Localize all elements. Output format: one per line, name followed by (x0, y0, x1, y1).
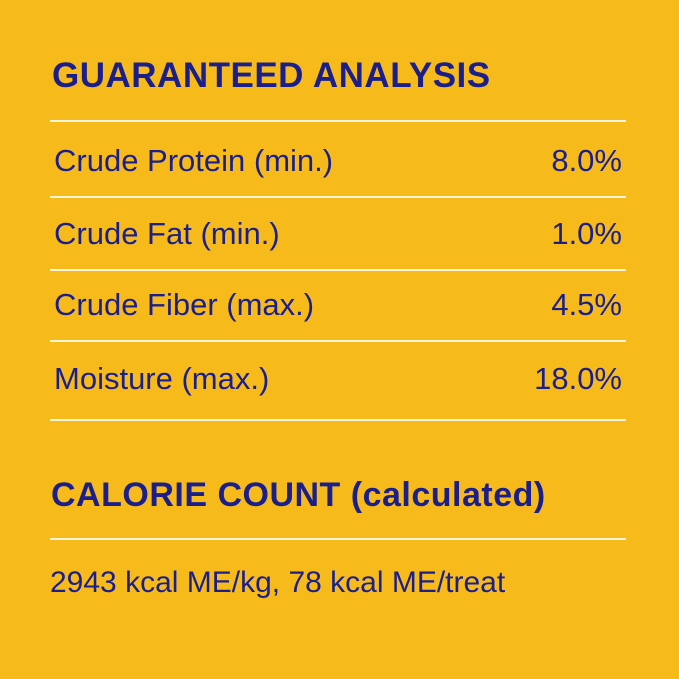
row-value: 4.5% (551, 287, 622, 322)
row-label: Crude Protein (min.) (54, 143, 334, 178)
divider (50, 340, 626, 342)
calorie-text: 2943 kcal ME/kg, 78 kcal ME/treat (50, 566, 506, 599)
calorie-count-title: CALORIE COUNT (calculated) (51, 476, 546, 514)
guaranteed-analysis-title: GUARANTEED ANALYSIS (52, 56, 491, 95)
analysis-row: Moisture (max.) 18.0% (54, 361, 622, 397)
row-value: 1.0% (551, 216, 622, 251)
row-label: Moisture (max.) (54, 361, 270, 396)
row-value: 8.0% (551, 143, 622, 178)
divider (50, 196, 626, 198)
divider (50, 269, 626, 271)
analysis-row: Crude Fiber (max.) 4.5% (54, 287, 622, 323)
row-label: Crude Fat (min.) (54, 216, 280, 251)
analysis-row: Crude Fat (min.) 1.0% (54, 216, 622, 252)
row-value: 18.0% (534, 361, 622, 396)
divider (50, 419, 626, 421)
row-label: Crude Fiber (max.) (54, 287, 315, 322)
divider (50, 120, 626, 122)
divider (50, 538, 626, 540)
analysis-row: Crude Protein (min.) 8.0% (54, 143, 622, 179)
